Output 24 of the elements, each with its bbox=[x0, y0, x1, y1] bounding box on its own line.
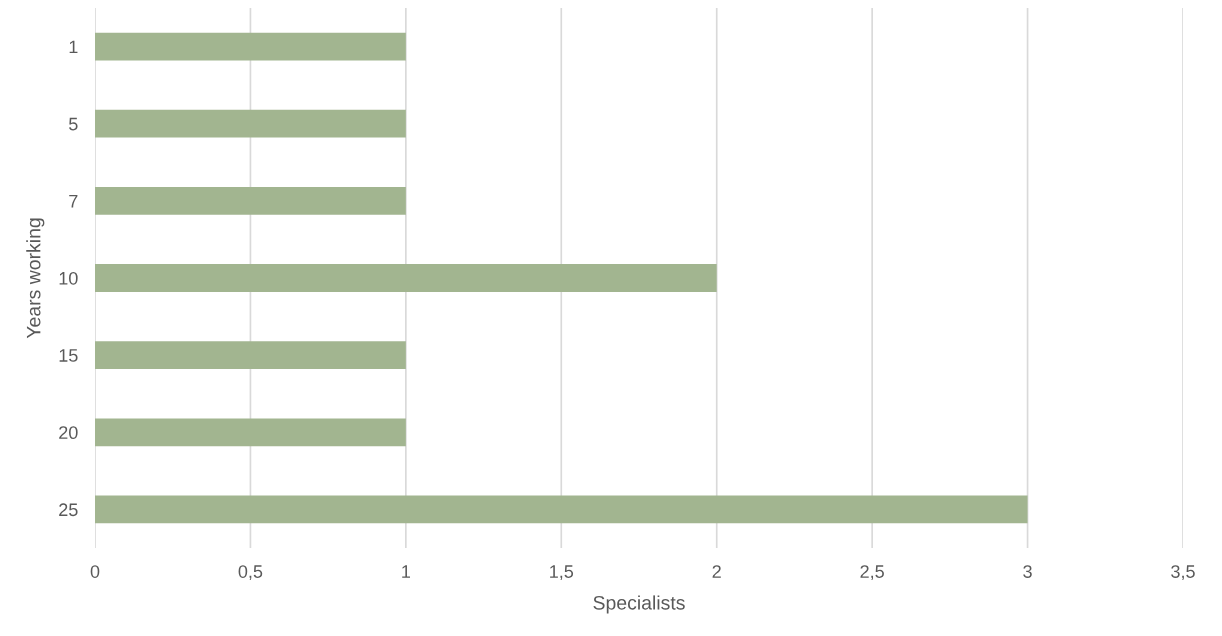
x-tick-label: 0 bbox=[90, 565, 100, 578]
x-tick-label: 1 bbox=[402, 565, 410, 578]
bar bbox=[95, 32, 406, 61]
y-tick-label: 1 bbox=[69, 40, 78, 54]
y-tick-label: 7 bbox=[69, 194, 78, 208]
x-tick-label: 0,5 bbox=[238, 565, 263, 581]
bar bbox=[95, 186, 406, 215]
bar bbox=[95, 109, 406, 138]
bar bbox=[95, 264, 717, 292]
bar bbox=[95, 418, 406, 447]
y-tick-label: 15 bbox=[59, 349, 78, 362]
bar bbox=[95, 495, 1028, 524]
bar bbox=[95, 341, 406, 370]
x-axis-title: Specialists bbox=[593, 595, 685, 614]
x-tick-label: 2 bbox=[712, 565, 721, 578]
x-tick-label: 2,5 bbox=[860, 565, 884, 581]
y-tick-label: 20 bbox=[59, 426, 78, 440]
x-tick-label: 1,5 bbox=[550, 565, 574, 581]
y-tick-label: 10 bbox=[59, 271, 78, 285]
y-tick-label: 25 bbox=[59, 503, 78, 517]
x-tick-label: 3,5 bbox=[1171, 565, 1195, 581]
y-tick-label: 5 bbox=[69, 117, 78, 131]
x-tick-label: 3 bbox=[1023, 565, 1032, 578]
y-axis-title: Years working bbox=[26, 218, 45, 339]
